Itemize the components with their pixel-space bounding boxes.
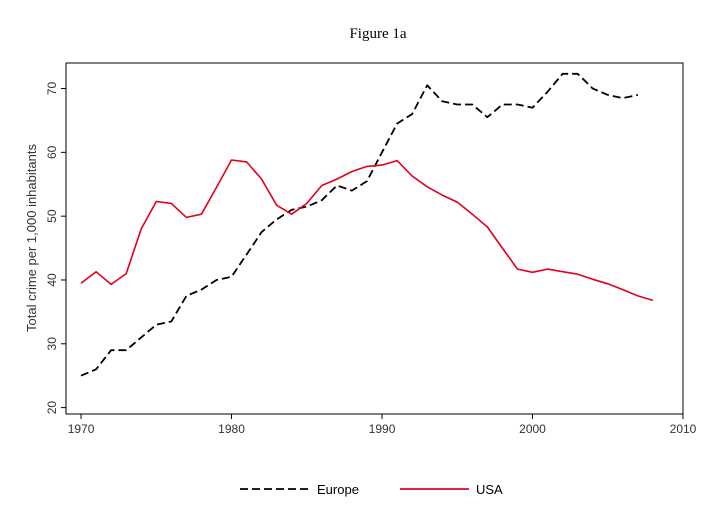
x-tick-label: 2000 bbox=[519, 422, 546, 436]
x-tick-label: 1980 bbox=[218, 422, 245, 436]
y-axis-label: Total crime per 1,000 inhabitants bbox=[24, 144, 39, 332]
x-axis: 1970 1980 1990 2000 2010 bbox=[68, 414, 697, 436]
series-line-usa bbox=[80, 159, 654, 302]
x-tick-label: 2010 bbox=[670, 422, 697, 436]
legend-label-usa: USA bbox=[476, 482, 503, 497]
y-tick-label: 40 bbox=[45, 273, 59, 287]
plot-frame bbox=[65, 62, 684, 415]
y-axis: 20 30 40 50 60 70 bbox=[45, 82, 66, 415]
series-line-europe bbox=[80, 72, 639, 377]
y-tick-label: 60 bbox=[45, 145, 59, 159]
series-layer bbox=[80, 72, 654, 377]
legend-label-europe: Europe bbox=[317, 482, 359, 497]
x-tick-label: 1970 bbox=[68, 422, 95, 436]
chart-title: Figure 1a bbox=[349, 26, 406, 42]
legend: Europe USA bbox=[240, 482, 503, 497]
y-tick-label: 20 bbox=[45, 401, 59, 415]
x-tick-label: 1990 bbox=[369, 422, 396, 436]
y-tick-label: 30 bbox=[45, 337, 59, 351]
y-tick-label: 70 bbox=[45, 82, 59, 96]
y-tick-label: 50 bbox=[45, 209, 59, 223]
